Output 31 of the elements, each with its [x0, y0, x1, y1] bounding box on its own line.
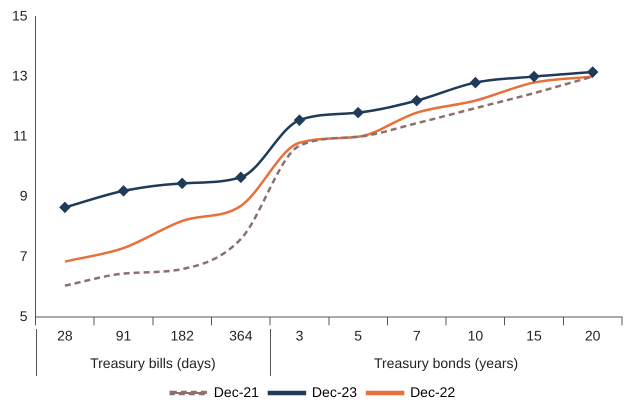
x-tick-label: 15 [526, 327, 542, 344]
legend-label: Dec-22 [410, 384, 456, 400]
x-tick-label: 91 [116, 327, 132, 344]
legend-label: Dec-21 [214, 384, 260, 400]
point [587, 66, 598, 78]
y-tick-label: 9 [20, 188, 28, 204]
y-tick-label: 15 [12, 7, 28, 24]
point [528, 71, 540, 82]
point [60, 202, 70, 213]
y-tick-label: 5 [20, 308, 28, 324]
point [118, 186, 129, 196]
y-tick-label: 11 [13, 128, 28, 144]
point [236, 172, 246, 183]
x-tick-label: 182 [170, 327, 194, 344]
legend-label: Dec-23 [312, 384, 358, 400]
x-tick-label: 3 [296, 327, 304, 344]
text: Treasury bills (days) [90, 354, 216, 371]
y-tick-label: 13 [12, 67, 28, 84]
x-tick-label: 364 [229, 327, 253, 344]
point [294, 114, 305, 126]
point [412, 95, 422, 106]
point [176, 178, 188, 189]
point [352, 107, 364, 118]
x-tick-label: 5 [354, 327, 362, 344]
x-tick-label: 28 [57, 327, 73, 344]
text: Treasury bonds (years) [374, 354, 518, 371]
point [470, 77, 481, 88]
x-tick-label: 20 [584, 327, 601, 344]
x-tick-label: 10 [468, 327, 484, 344]
x-tick-label: 7 [412, 327, 421, 344]
y-tick-label: 7 [20, 248, 28, 264]
